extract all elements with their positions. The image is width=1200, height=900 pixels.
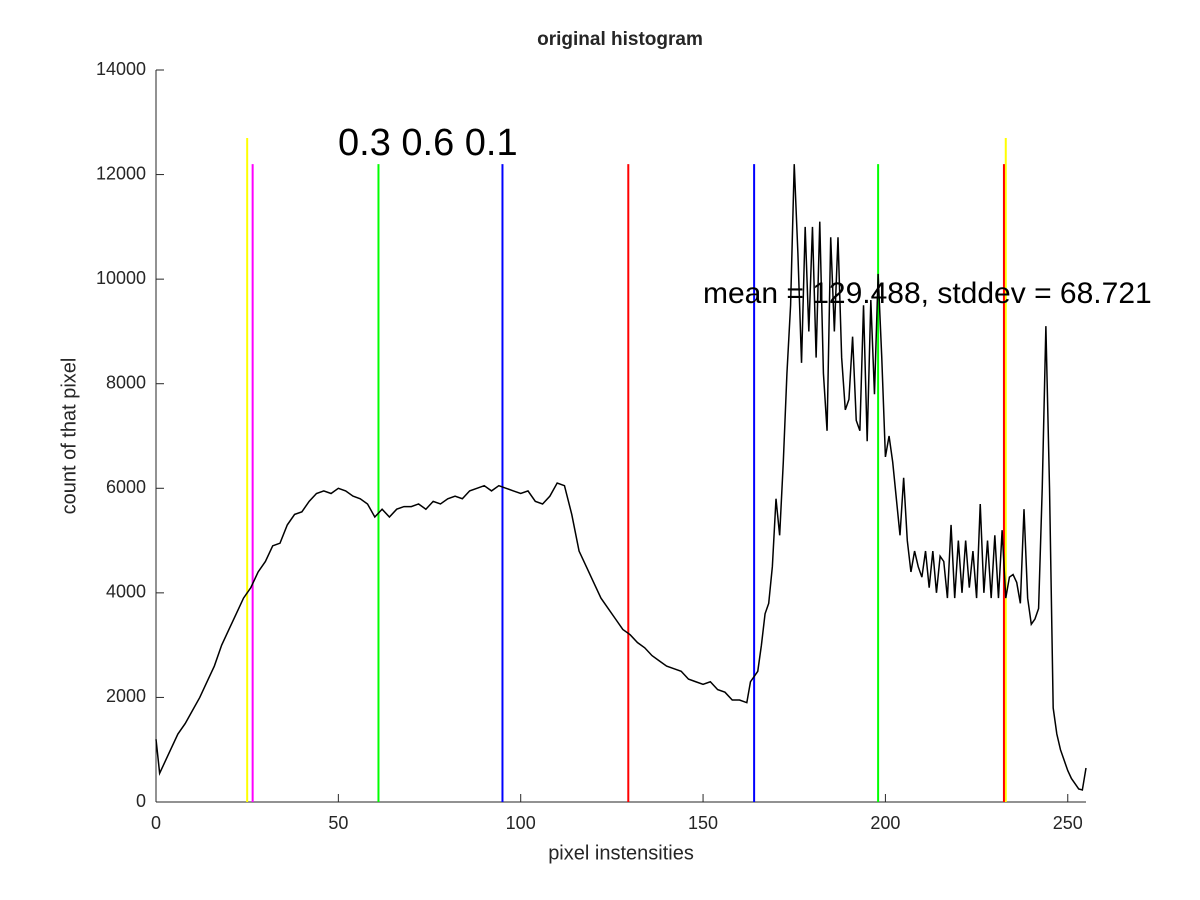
y-tick-label: 14000 <box>96 59 146 79</box>
y-axis-label: count of that pixel <box>58 358 80 515</box>
y-tick-label: 2000 <box>106 686 146 706</box>
histogram-line <box>155 164 1087 791</box>
x-tick-label: 100 <box>506 813 536 833</box>
x-tick-label: 200 <box>870 813 900 833</box>
y-tick-label: 6000 <box>106 477 146 497</box>
x-tick-label: 250 <box>1053 813 1083 833</box>
x-axis-label: pixel instensities <box>548 842 694 864</box>
y-tick-label: 8000 <box>106 372 146 392</box>
x-tick-label: 150 <box>688 813 718 833</box>
x-tick-label: 50 <box>328 813 348 833</box>
y-tick-label: 4000 <box>106 582 146 602</box>
x-tick-label: 0 <box>151 813 161 833</box>
y-tick-label: 0 <box>136 791 146 811</box>
annotation: mean = 129.488, stddev = 68.721 <box>703 277 1152 310</box>
chart-title: original histogram <box>537 29 703 50</box>
annotation: 0.3 0.6 0.1 <box>338 122 518 164</box>
y-tick-label: 10000 <box>96 268 146 288</box>
y-tick-label: 12000 <box>96 163 146 183</box>
